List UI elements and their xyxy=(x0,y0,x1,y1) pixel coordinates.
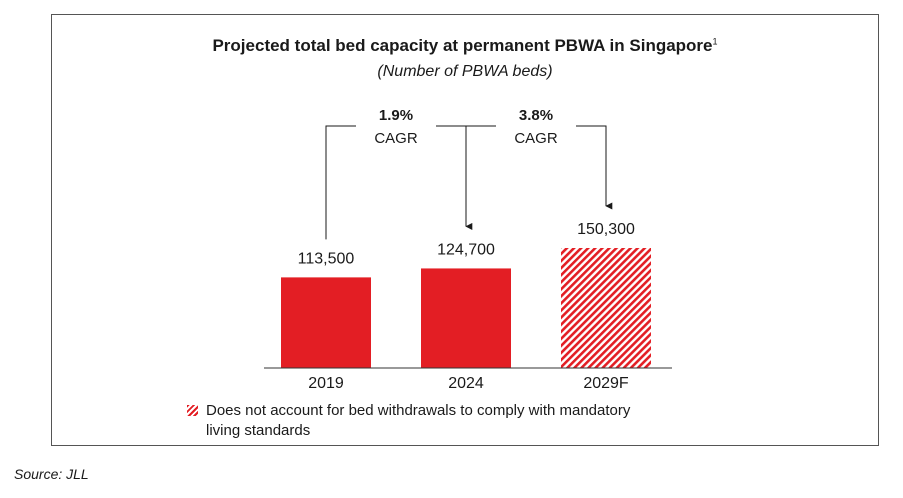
cagr-label-0: CAGR xyxy=(374,130,418,147)
legend-line-2: living standards xyxy=(206,422,311,439)
title-footnote: 1 xyxy=(712,36,718,47)
cagr-label-1: CAGR xyxy=(514,130,558,147)
legend-line-1: Does not account for bed withdrawals to … xyxy=(206,402,631,419)
cagr-value-1: 3.8% xyxy=(519,107,553,124)
source-note: Source: JLL xyxy=(14,466,89,482)
bar-2029F xyxy=(561,248,651,368)
value-label-2024: 124,700 xyxy=(437,241,495,258)
cagr-arrow-0 xyxy=(436,125,473,230)
legend: Does not account for bed withdrawals to … xyxy=(187,401,766,441)
cagr-bracket-left-0 xyxy=(325,125,356,240)
hatch-swatch xyxy=(187,405,198,416)
chart-subtitle: (Number of PBWA beds) xyxy=(377,63,553,80)
category-label-2019: 2019 xyxy=(308,375,344,392)
cagr-arrow-1 xyxy=(576,125,613,210)
cagr-value-0: 1.9% xyxy=(379,107,413,124)
category-label-2029F: 2029F xyxy=(583,375,629,392)
value-label-2029F: 150,300 xyxy=(577,221,635,238)
bar-2019 xyxy=(281,277,371,368)
chart-frame xyxy=(51,14,879,446)
chart-title: Projected total bed capacity at permanen… xyxy=(212,36,718,55)
category-label-2024: 2024 xyxy=(448,375,484,392)
bar-2024 xyxy=(421,268,511,368)
value-label-2019: 113,500 xyxy=(298,250,355,267)
